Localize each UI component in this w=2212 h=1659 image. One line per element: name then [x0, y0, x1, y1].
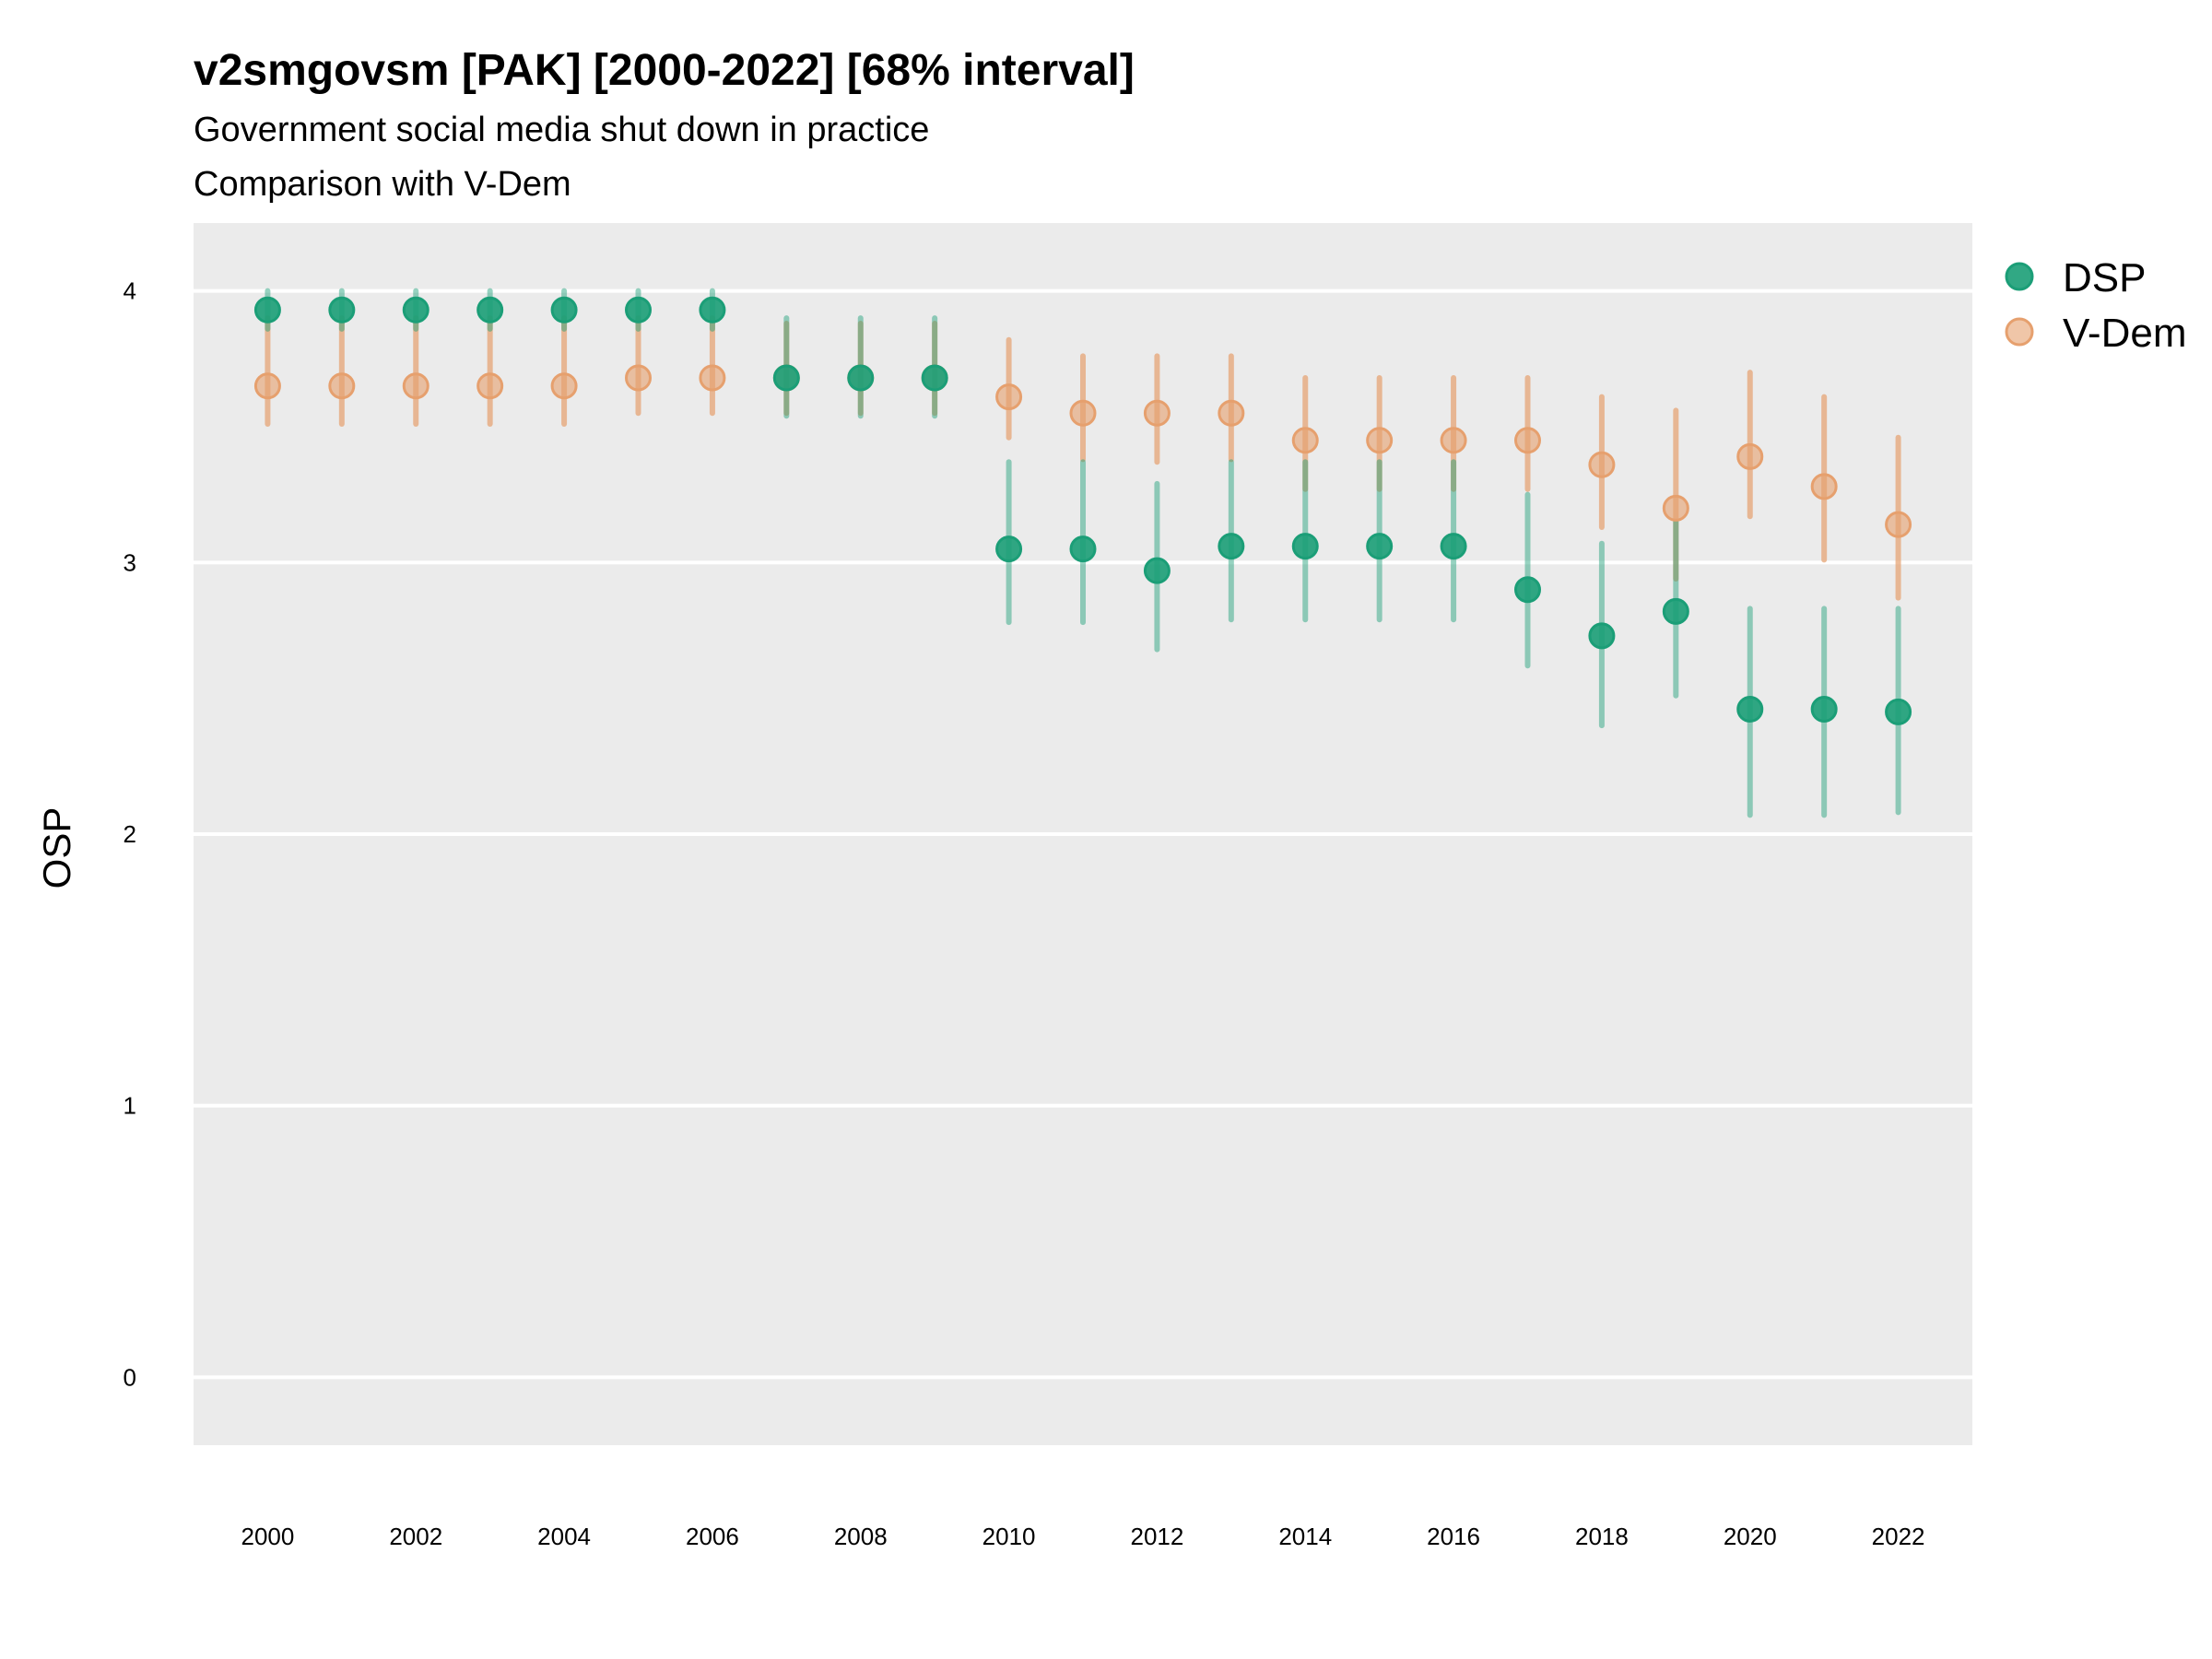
point-dsp-2020 — [1736, 695, 1764, 723]
gridlines — [194, 288, 1972, 1380]
point-vdem-2010 — [995, 383, 1023, 411]
legend-label-vdem: V-Dem — [2063, 311, 2186, 356]
point-dsp-2005 — [625, 296, 652, 324]
point-vdem-2005 — [625, 364, 652, 392]
point-dsp-2004 — [550, 296, 578, 324]
point-dsp-2001 — [328, 296, 356, 324]
x-tick-label: 2022 — [1872, 1523, 1925, 1550]
point-vdem-2017 — [1514, 427, 1541, 454]
point-dsp-2013 — [1218, 533, 1245, 560]
point-dsp-2015 — [1366, 533, 1394, 560]
point-vdem-2011 — [1069, 399, 1097, 427]
point-vdem-2006 — [699, 364, 726, 392]
x-tick-label: 2014 — [1278, 1523, 1332, 1550]
chart-subtitle: Government social media shut down in pra… — [194, 111, 929, 149]
x-tick-label: 2000 — [241, 1523, 294, 1550]
point-dsp-2010 — [995, 535, 1023, 563]
point-vdem-2012 — [1143, 399, 1171, 427]
x-tick-label: 2012 — [1130, 1523, 1183, 1550]
legend-swatch-dsp — [2005, 262, 2034, 291]
x-tick-label: 2002 — [389, 1523, 442, 1550]
x-tick-label: 2004 — [537, 1523, 591, 1550]
legend-label-dsp: DSP — [2063, 255, 2146, 300]
point-dsp-2002 — [402, 296, 429, 324]
point-vdem-2003 — [477, 372, 504, 400]
legend-swatch-vdem — [2005, 317, 2034, 347]
point-vdem-2018 — [1588, 451, 1616, 478]
y-axis-label: OSP — [35, 807, 78, 889]
point-vdem-2000 — [253, 372, 281, 400]
point-dsp-2007 — [772, 364, 800, 392]
chart-title: v2smgovsm [PAK] [2000-2022] [68% interva… — [194, 46, 1135, 95]
point-vdem-2016 — [1440, 427, 1467, 454]
point-dsp-2006 — [699, 296, 726, 324]
y-tick-label: 3 — [124, 548, 136, 576]
y-tick-label: 2 — [124, 820, 136, 848]
y-tick-label: 4 — [124, 277, 136, 305]
point-vdem-2015 — [1366, 427, 1394, 454]
x-axis-ticks: 2000 2002 2004 2006 2008 2010 2012 2014 2016 2018… — [241, 1523, 1924, 1550]
y-tick-label: 0 — [124, 1363, 136, 1391]
point-dsp-2009 — [921, 364, 948, 392]
legend: DSP V-Dem — [2005, 255, 2186, 356]
x-tick-label: 2016 — [1427, 1523, 1480, 1550]
point-dsp-2000 — [253, 296, 281, 324]
data-points — [253, 296, 1912, 725]
point-dsp-2008 — [847, 364, 875, 392]
point-dsp-2011 — [1069, 535, 1097, 563]
point-dsp-2022 — [1885, 698, 1912, 725]
point-vdem-2020 — [1736, 442, 1764, 470]
point-dsp-2017 — [1514, 576, 1541, 604]
x-tick-label: 2006 — [686, 1523, 739, 1550]
point-vdem-2021 — [1810, 473, 1838, 500]
point-vdem-2019 — [1662, 494, 1689, 522]
chart-subtitle-2: Comparison with V-Dem — [194, 165, 571, 204]
point-dsp-2016 — [1440, 533, 1467, 560]
point-dsp-2018 — [1588, 622, 1616, 650]
point-dsp-2003 — [477, 296, 504, 324]
point-vdem-2004 — [550, 372, 578, 400]
x-tick-label: 2010 — [982, 1523, 1036, 1550]
point-dsp-2021 — [1810, 695, 1838, 723]
x-tick-label: 2018 — [1575, 1523, 1629, 1550]
point-vdem-2013 — [1218, 399, 1245, 427]
point-dsp-2019 — [1662, 597, 1689, 625]
x-tick-label: 2008 — [834, 1523, 888, 1550]
y-axis-ticks: 0 1 2 3 4 — [124, 277, 136, 1392]
point-vdem-2014 — [1291, 427, 1319, 454]
point-dsp-2012 — [1143, 557, 1171, 584]
point-dsp-2014 — [1291, 533, 1319, 560]
point-vdem-2002 — [402, 372, 429, 400]
x-tick-label: 2020 — [1724, 1523, 1777, 1550]
y-tick-label: 1 — [124, 1092, 136, 1120]
point-vdem-2001 — [328, 372, 356, 400]
point-vdem-2022 — [1885, 511, 1912, 538]
